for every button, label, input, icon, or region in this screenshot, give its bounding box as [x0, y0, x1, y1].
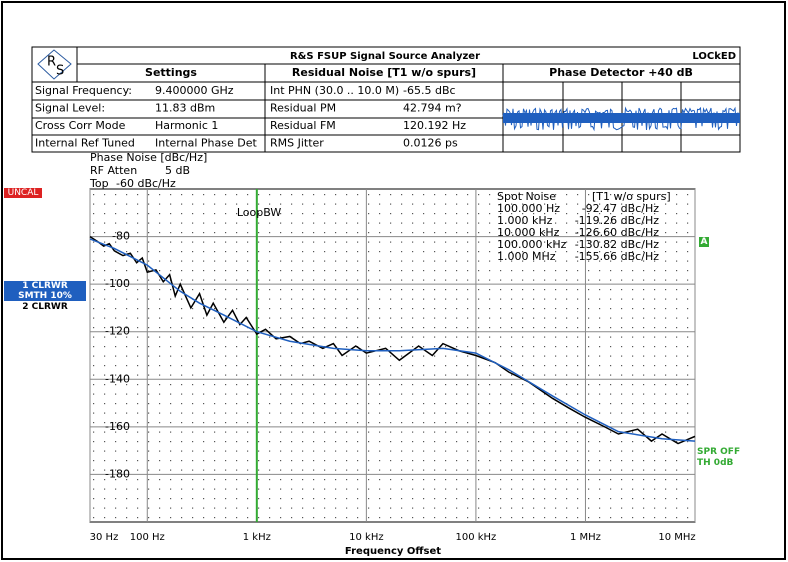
spot-noise-cell: -130.82 dBc/Hz: [575, 238, 660, 251]
spot-noise-header: Spot Noise: [497, 190, 556, 203]
marker-label: A: [699, 237, 709, 247]
table-cell: 11.83 dBm: [155, 102, 215, 115]
y-tick-label: -120: [105, 325, 130, 338]
x-tick-label: 10 MHz: [658, 532, 695, 543]
x-tick-label: 10 kHz: [349, 532, 383, 543]
status: LOCkED: [692, 51, 736, 62]
spot-noise-header: [T1 w/o spurs]: [592, 190, 671, 203]
header-table: [31, 46, 741, 153]
y-tick-label: -100: [105, 277, 130, 290]
table-cell: Residual FM: [270, 119, 336, 132]
spot-noise-cell: -92.47 dBc/Hz: [582, 202, 660, 215]
trace: [89, 238, 696, 442]
table-cell: 42.794 m?: [403, 102, 462, 115]
uncal-label: UNCAL: [4, 188, 42, 198]
spot-noise-cell: 1.000 kHz: [497, 214, 553, 227]
spot-noise-cell: 10.000 kHz: [497, 226, 560, 239]
table-cell: Harmonic 1: [155, 119, 218, 132]
info-text: Phase Noise [dBc/Hz]: [90, 151, 207, 164]
plot-area: [89, 188, 696, 523]
header-title: R&S FSUP Signal Source Analyzer: [290, 51, 480, 62]
spot-noise-cell: -126.60 dBc/Hz: [575, 226, 660, 239]
detector-band: [503, 113, 740, 123]
trace: [89, 235, 696, 445]
x-tick-label: 1 kHz: [243, 532, 271, 543]
legend-entry: 2 CLRWR: [22, 302, 68, 312]
table-cell: Residual PM: [270, 102, 336, 115]
th-label: TH 0dB: [697, 458, 734, 468]
logo-letter: R: [47, 55, 56, 70]
spot-noise-cell: 1.000 MHz: [497, 250, 556, 263]
spot-noise-cell: -155.66 dBc/Hz: [575, 250, 660, 263]
y-tick-label: -160: [105, 420, 130, 433]
info-text: 5 dB: [165, 164, 190, 177]
x-tick-label: 100 Hz: [130, 532, 165, 543]
y-tick-label: -140: [105, 372, 130, 385]
spot-noise-cell: 100.000 Hz: [497, 202, 560, 215]
info-text: -60 dBc/Hz: [116, 177, 176, 190]
info-text: Top: [89, 177, 109, 190]
logo-letter: S: [56, 64, 64, 79]
spot-noise-cell: -119.26 dBc/Hz: [575, 214, 660, 227]
table-cell: 9.400000 GHz: [155, 84, 234, 97]
x-tick-label: 1 MHz: [570, 532, 601, 543]
table-cell: -65.5 dBc: [403, 84, 456, 97]
table-cell: 120.192 Hz: [403, 119, 466, 132]
column-header: Settings: [145, 66, 197, 79]
table-cell: Int PHN (30.0 .. 10.0 M): [270, 84, 399, 97]
table-cell: RMS Jitter: [270, 137, 324, 150]
spr-label: SPR OFF: [697, 447, 741, 457]
loop-bw-label: LoopBW: [237, 206, 282, 219]
table-cell: Internal Ref Tuned: [35, 137, 135, 150]
column-header: Residual Noise [T1 w/o spurs]: [292, 66, 476, 79]
x-axis-title: Frequency Offset: [345, 546, 441, 557]
column-header: Phase Detector +40 dB: [549, 66, 693, 79]
legend-entry: 1 CLRWR SMTH 10%: [4, 281, 86, 301]
table-cell: Cross Corr Mode: [35, 119, 126, 132]
table-cell: 0.0126 ps: [403, 137, 458, 150]
info-text: RF Atten: [90, 164, 137, 177]
x-tick-label: 100 kHz: [455, 532, 496, 543]
spot-noise-cell: 100.000 kHz: [497, 238, 567, 251]
table-cell: Internal Phase Det: [155, 137, 257, 150]
x-tick-label: 30 Hz: [90, 532, 119, 543]
table-cell: Signal Level:: [35, 102, 105, 115]
y-tick-label: -180: [105, 467, 130, 480]
y-tick-label: -80: [112, 230, 130, 243]
table-cell: Signal Frequency:: [35, 84, 132, 97]
